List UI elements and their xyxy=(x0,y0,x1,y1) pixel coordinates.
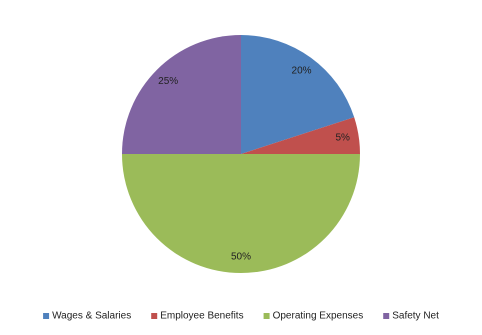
legend-label: Operating Expenses xyxy=(273,311,364,322)
data-label: 50% xyxy=(231,252,251,263)
legend-marker xyxy=(43,313,50,319)
data-label: 20% xyxy=(292,65,312,76)
data-label: 5% xyxy=(336,133,351,144)
legend-marker xyxy=(151,313,158,319)
legend-label: Safety Net xyxy=(392,311,439,322)
pie-slice xyxy=(241,35,355,154)
legend-label: Wages & Salaries xyxy=(52,311,131,322)
legend-label: Employee Benefits xyxy=(160,311,243,322)
pie-slice xyxy=(241,117,360,154)
pie-slice xyxy=(122,154,360,273)
pie-slice xyxy=(122,35,241,154)
legend-marker xyxy=(383,313,390,319)
data-label: 25% xyxy=(158,76,178,87)
legend: Wages & Salaries Employee Benefits Operati… xyxy=(43,311,439,322)
legend-marker xyxy=(263,313,270,319)
